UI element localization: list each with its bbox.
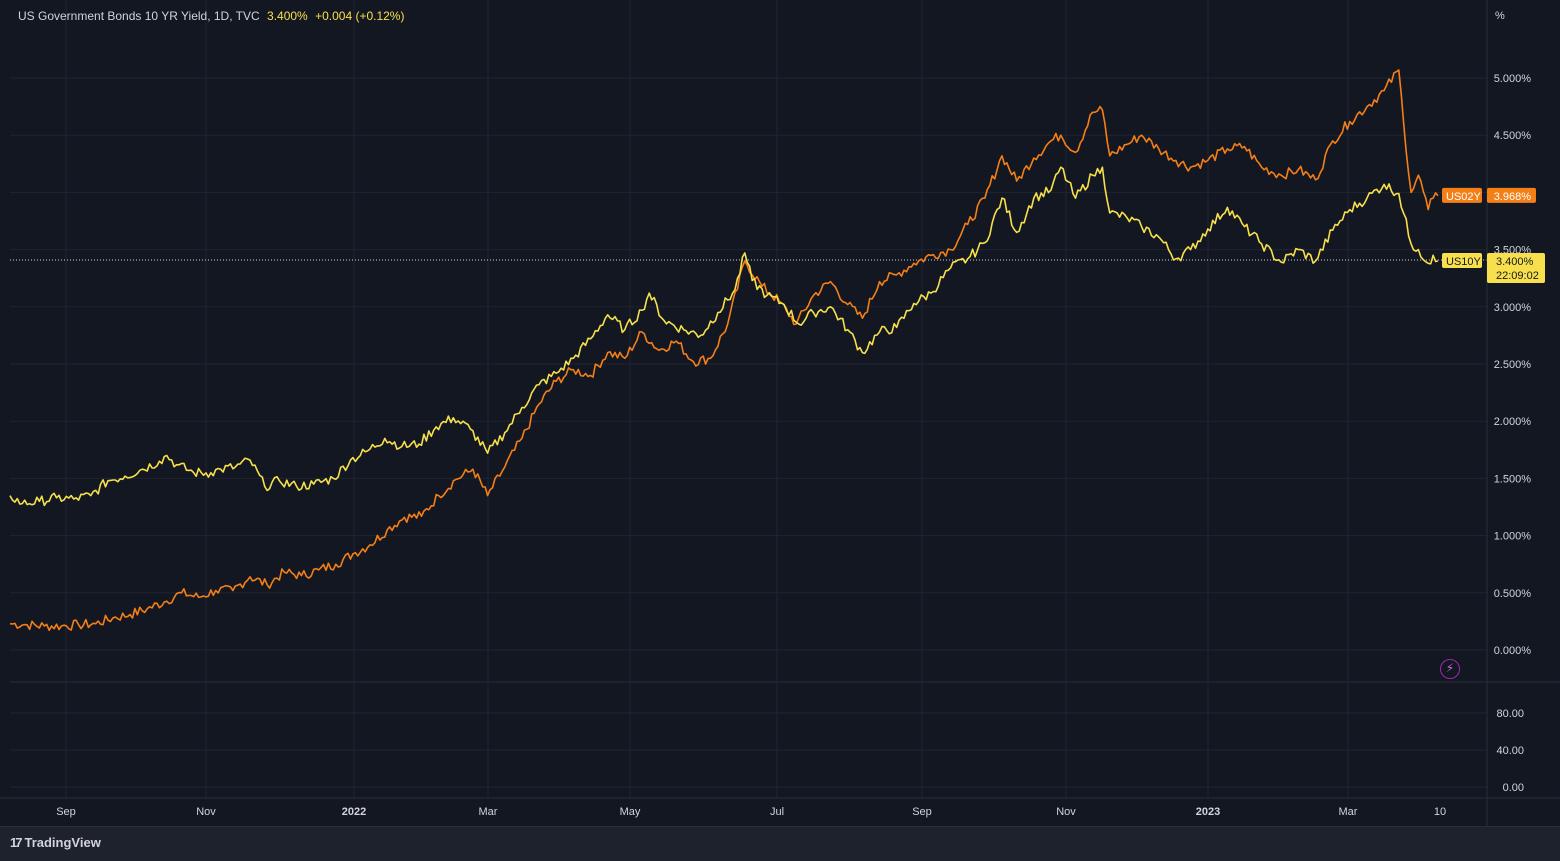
y-tick-label: 2.000% — [1494, 416, 1532, 428]
x-tick-label: 2022 — [342, 806, 366, 818]
x-tick-label: 10 — [1434, 806, 1446, 818]
tag-us10y-name[interactable] — [1442, 253, 1482, 269]
tradingview-logo[interactable]: 17 TradingView — [10, 835, 101, 850]
sub-tick-label: 0.00 — [1503, 782, 1524, 794]
price-chart[interactable]: 5.000%4.500%4.000%3.500%3.000%2.500%2.00… — [0, 0, 1560, 826]
y-tick-label: 4.500% — [1494, 130, 1532, 142]
x-tick-label: Jul — [770, 806, 784, 818]
x-tick-label: Sep — [56, 806, 76, 818]
x-tick-label: Mar — [479, 806, 498, 818]
tag-us10y-label: US10Y — [1446, 256, 1482, 268]
footer-bar: 17 TradingView — [0, 826, 1560, 861]
series-line-us10y[interactable] — [9, 166, 1439, 507]
x-tick-label: Sep — [912, 806, 932, 818]
series-line-us02y[interactable] — [9, 69, 1439, 632]
sub-tick-label: 40.00 — [1496, 745, 1524, 757]
tag-countdown-text: 22:09:02 — [1496, 270, 1539, 282]
y-tick-label: 0.000% — [1494, 645, 1532, 657]
x-tick-label: Mar — [1339, 806, 1358, 818]
x-tick-label: Nov — [1056, 806, 1076, 818]
sub-tick-label: 80.00 — [1496, 708, 1524, 720]
y-tick-label: 3.000% — [1494, 302, 1532, 314]
tag-us10y-value-text: 3.400% — [1496, 256, 1534, 268]
grid — [10, 0, 1560, 798]
symbol-legend[interactable]: US Government Bonds 10 YR Yield, 1D, TVC… — [18, 9, 404, 23]
x-tick-label: 2023 — [1196, 806, 1220, 818]
tradingview-logo-icon: 17 — [10, 835, 23, 850]
y-tick-label: 1.000% — [1494, 531, 1532, 543]
price-tags: US02Y 3.968% US10Y 3.400% 22:09:02 — [1442, 187, 1545, 284]
change-value: +0.004 (+0.12%) — [315, 9, 405, 23]
tag-us02y-name[interactable] — [1442, 187, 1482, 203]
y-tick-label: 5.000% — [1494, 73, 1532, 85]
symbol-title: US Government Bonds 10 YR Yield, 1D, TVC — [18, 9, 260, 23]
tag-us10y-value[interactable] — [1487, 253, 1545, 284]
y-tick-label: 2.500% — [1494, 359, 1532, 371]
tag-us02y-value[interactable] — [1487, 187, 1536, 203]
tag-us02y-value-text: 3.968% — [1494, 191, 1532, 203]
last-value: 3.400% — [267, 9, 308, 23]
tag-us02y-label: US02Y — [1446, 191, 1482, 203]
series-lines — [9, 69, 1439, 632]
brand-name: TradingView — [24, 835, 101, 850]
y-tick-label: 1.500% — [1494, 473, 1532, 485]
x-tick-label: May — [620, 806, 641, 818]
x-tick-label: Nov — [196, 806, 216, 818]
y-tick-label: 0.500% — [1494, 588, 1532, 600]
y-unit-label: % — [1495, 10, 1505, 22]
axes: 5.000%4.500%4.000%3.500%3.000%2.500%2.00… — [0, 0, 1560, 826]
lightning-icon[interactable]: ⚡ — [1440, 659, 1460, 679]
